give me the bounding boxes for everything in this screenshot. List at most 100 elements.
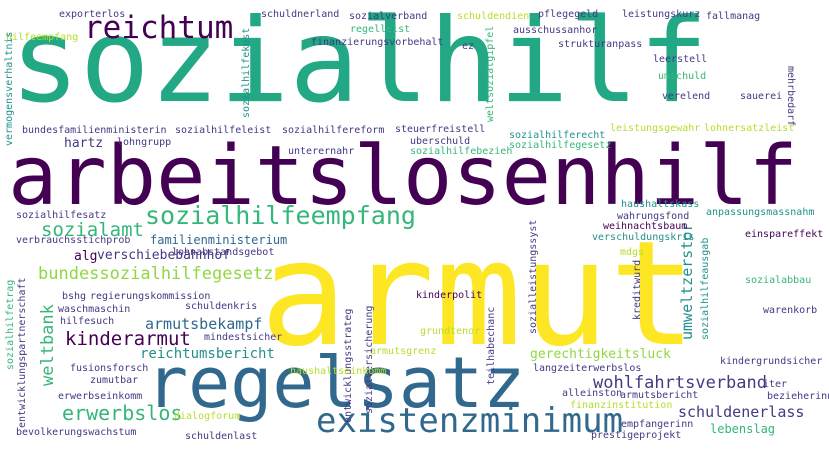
word-dialogforum: dialogforum	[174, 411, 241, 422]
word-armutsbekampf: armutsbekampf	[145, 315, 263, 333]
word-vermogensverhaltnis: vermogensverhaltnis	[4, 31, 15, 146]
word-schuldenerlass: schuldenerlass	[678, 403, 805, 421]
word-sozialamt: sozialamt	[41, 219, 144, 241]
word-sozialhilfeempfang: sozialhilfeempfang	[145, 201, 416, 230]
word-reichtumsbericht: reichtumsbericht	[140, 346, 275, 362]
word-sozialhilf: sozialhilf	[10, 0, 709, 129]
word-ez: ez	[462, 41, 475, 52]
word-schuldnerland: schuldnerland	[261, 9, 340, 20]
word-sozialhilfesatz: sozialhilfesatz	[16, 210, 107, 221]
word-anpassungsmassnahm: anpassungsmassnahm	[706, 207, 815, 218]
word-mdgs: mdgs	[620, 247, 645, 258]
word-uberschuld: uberschuld	[410, 136, 471, 147]
word-fallmanag: fallmanag	[706, 11, 761, 22]
word-hilfeempfang: hilfeempfang	[6, 32, 79, 43]
word-leerstell: leerstell	[653, 54, 708, 65]
word-weltbank: weltbank	[38, 304, 58, 386]
word-teilhabechanc: teilhabechanc	[486, 306, 497, 385]
word-mehrbedarf: mehrbedarf	[785, 66, 796, 127]
word-finanzierungsvorbehalt: finanzierungsvorbehalt	[311, 37, 444, 48]
word-weihnachtsbaum: weihnachtsbaum	[603, 221, 688, 232]
word-bezieherinn: bezieherinn	[767, 391, 829, 402]
word-sozialhilfegesetz: sozialhilfegesetz	[509, 140, 612, 151]
word-kreditwurd: kreditwurd	[632, 259, 643, 320]
word-hartz: hartz	[64, 136, 104, 151]
word-empfangerinn: empfangerinn	[621, 419, 694, 430]
word-sozialhilfereform: sozialhilfereform	[282, 125, 385, 136]
word-leistungsgewahr: leistungsgewahr	[610, 123, 701, 134]
word-verelend: verelend	[662, 91, 711, 102]
word-lohnersatzleist: lohnersatzleist	[704, 123, 795, 134]
word-strukturanpass: strukturanpass	[558, 39, 643, 50]
word-armutsgrenz: armutsgrenz	[370, 346, 437, 357]
word-lebenslag: lebenslag	[710, 422, 776, 436]
word-verschuldungskris: verschuldungskris	[592, 232, 695, 243]
word-sauerei: sauerei	[740, 91, 783, 102]
word-sozialhilfetrag: sozialhilfetrag	[5, 279, 16, 370]
word-armutsbericht: armutsbericht	[620, 390, 699, 401]
word-warenkorb: warenkorb	[763, 305, 818, 316]
word-weltsozialgipfel: weltsozialgipfel	[485, 25, 496, 122]
word-sozialhilfebezieh: sozialhilfebezieh	[410, 146, 513, 157]
word-unterernahr: unterernahr	[288, 146, 355, 157]
word-verbrauchsstichprob: verbrauchsstichprob	[16, 235, 131, 246]
word-regelsatz: regelsatz	[146, 342, 526, 424]
word-haushaltskass: haushaltskass	[621, 199, 700, 210]
word-alleinston: alleinston	[562, 388, 623, 399]
word-wohlfahrtsverband: wohlfahrtsverband	[593, 373, 767, 393]
word-haushaltseinkomm: haushaltseinkomm	[290, 366, 387, 377]
word-sozialhilfekost: sozialhilfekost	[241, 27, 252, 118]
word-sozialabbau: sozialabbau	[745, 275, 812, 286]
word-sozialleistungssyst: sozialleistungssyst	[528, 219, 539, 334]
word-gerechtigkeitsluck: gerechtigkeitsluck	[530, 347, 671, 362]
word-lohngrupp: lohngrupp	[117, 137, 172, 148]
word-bshg: bshg	[62, 291, 87, 302]
word-exporterlos: exporterlos	[59, 9, 126, 20]
word-zumutbar: zumutbar	[90, 375, 139, 386]
word-umschuld: umschuld	[658, 71, 707, 82]
word-regierungskommission: regierungskommission	[90, 291, 211, 302]
word-armut: armut	[260, 210, 697, 379]
word-erwerbslos: erwerbslos	[62, 401, 183, 425]
word-grundtenor: grundtenor	[420, 326, 481, 337]
word-waschmaschin: waschmaschin	[58, 304, 131, 315]
word-steuerfreistell: steuerfreistell	[395, 124, 486, 135]
word-sozialversicherung: sozialversicherung	[364, 305, 375, 414]
word-ausschussanhor: ausschussanhor	[513, 25, 598, 36]
word-iter: iter	[763, 379, 788, 390]
word-existenzminimum: existenzminimum	[316, 401, 624, 441]
word-bundessozialhilfegesetz: bundessozialhilfegesetz	[38, 264, 274, 284]
word-reichtum: reichtum	[84, 10, 234, 46]
word-prestigeprojekt: prestigeprojekt	[591, 430, 682, 441]
word-pflegegeld: pflegegeld	[538, 9, 599, 20]
word-finanzinstitution: finanzinstitution	[570, 400, 673, 411]
word-einspareffekt: einspareffekt	[745, 229, 824, 240]
word-sozialhilfeausgab: sozialhilfeausgab	[700, 237, 711, 340]
word-hilfesuch: hilfesuch	[60, 316, 115, 327]
word-bundesfamilienministerin: bundesfamilienministerin	[22, 125, 167, 136]
word-wahrungsfond: wahrungsfond	[617, 211, 690, 222]
word-schuldenlast: schuldenlast	[185, 431, 258, 442]
word-arbeitslosenhilf: arbeitslosenhilf	[8, 129, 798, 224]
word-schuldendienst: schuldendien	[457, 11, 530, 22]
word-verschiebebahnhof: verschiebebahnhof	[97, 248, 231, 263]
word-regelleist: regelleist	[350, 24, 411, 35]
word-sozialhilferecht: sozialhilferecht	[509, 130, 606, 141]
word-sozialhilfeleist: sozialhilfeleist	[175, 125, 272, 136]
word-kinderpolit: kinderpolit	[416, 290, 483, 301]
word-lohnabstandsgebot: lohnabstandsgebot	[172, 247, 275, 258]
word-sozialverband: sozialverband	[349, 11, 428, 22]
word-kindergrundsicher: kindergrundsicher	[720, 356, 823, 367]
word-erwerbseinkomm: erwerbseinkomm	[58, 391, 143, 402]
word-schuldenkris: schuldenkris	[185, 301, 258, 312]
word-bevolkerungswachstum: bevolkerungswachstum	[16, 427, 137, 438]
word-familienministerium: familienministerium	[150, 233, 288, 247]
word-kinderarmut: kinderarmut	[65, 328, 191, 350]
word-langzeiterwerbslos: langzeiterwerbslos	[533, 363, 642, 374]
word-entwicklungspartnerschaft: entwicklungspartnerschaft	[17, 277, 28, 428]
word-fusionsforsch: fusionsforsch	[70, 363, 149, 374]
word-leistungskurz: leistungskurz	[622, 9, 701, 20]
word-alg: alg	[74, 249, 98, 264]
word-mindestsicher: mindestsicher	[204, 332, 283, 343]
